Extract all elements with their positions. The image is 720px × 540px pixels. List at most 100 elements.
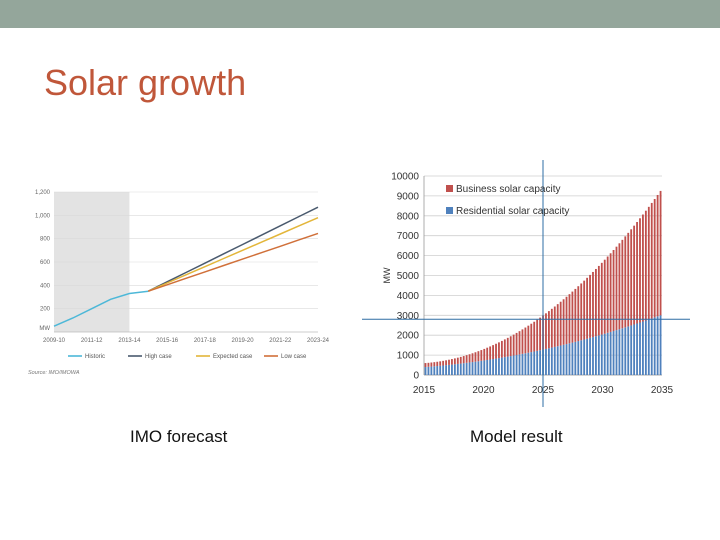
bar-residential <box>533 351 536 375</box>
bar-business <box>627 232 630 327</box>
bar-business <box>580 283 583 341</box>
bar-residential <box>600 334 603 375</box>
bar-residential <box>448 364 450 375</box>
bar-residential <box>545 348 547 375</box>
bar-business <box>477 351 480 362</box>
bar-business <box>653 198 656 318</box>
bar-residential <box>565 344 568 375</box>
series-line-high-case <box>147 206 319 292</box>
bar-residential <box>571 342 574 375</box>
bar-business <box>600 262 603 335</box>
bar-business <box>642 214 644 322</box>
bar-business <box>644 210 647 321</box>
bar-residential <box>480 360 483 375</box>
bar-residential <box>553 346 556 375</box>
bar-residential <box>583 339 586 375</box>
bar-business <box>462 356 465 364</box>
bar-business <box>539 317 541 351</box>
y-tick-label: 800 <box>40 237 51 243</box>
bar-business <box>480 350 483 361</box>
bar-residential <box>609 331 612 375</box>
bar-residential <box>462 363 465 375</box>
x-tick-label: 2020 <box>472 385 495 396</box>
bar-business <box>436 361 439 367</box>
bar-business <box>571 291 574 343</box>
bar-business <box>615 246 618 331</box>
y-unit-label: MW <box>39 326 50 332</box>
bar-business <box>621 239 624 329</box>
bar-residential <box>430 366 433 375</box>
bar-residential <box>427 366 430 375</box>
legend-label-historic: Historic <box>85 354 105 360</box>
bar-business <box>553 306 556 347</box>
bar-business <box>603 259 606 334</box>
bar-business <box>589 274 591 338</box>
bar-residential <box>515 354 518 375</box>
y-tick-label: 8000 <box>397 211 420 222</box>
bar-residential <box>512 355 515 375</box>
y-tick-label: 7000 <box>397 231 420 242</box>
caption-model-result: Model result <box>470 427 563 446</box>
bar-business <box>471 353 474 363</box>
bar-residential <box>642 321 644 375</box>
bar-business <box>448 359 450 365</box>
bar-residential <box>589 337 591 375</box>
y-tick-label: 1,000 <box>35 213 51 219</box>
bar-residential <box>548 348 550 375</box>
bar-business <box>556 304 559 347</box>
bar-residential <box>574 341 577 375</box>
bar-business <box>503 339 506 358</box>
x-tick-label: 2009-10 <box>43 338 66 344</box>
y-tick-label: 600 <box>40 260 51 266</box>
bar-business <box>618 243 621 330</box>
bar-business <box>433 362 436 367</box>
bar-residential <box>621 328 624 375</box>
bar-residential <box>636 323 638 375</box>
bar-residential <box>498 358 500 375</box>
bar-residential <box>456 363 459 375</box>
x-tick-label: 2013-14 <box>118 338 141 344</box>
x-tick-label: 2015 <box>413 385 436 396</box>
bar-residential <box>433 366 436 375</box>
bar-business <box>559 301 562 346</box>
bar-business <box>506 337 509 357</box>
y-axis-label: MW <box>382 267 392 283</box>
bar-business <box>592 271 594 338</box>
bar-residential <box>503 357 506 375</box>
x-tick-label: 2011-12 <box>81 338 103 344</box>
bar-residential <box>424 367 427 375</box>
bar-business <box>445 360 447 366</box>
legend-label-high-case: High case <box>145 354 172 360</box>
legend-label-residential-solar-capacity: Residential solar capacity <box>456 206 569 217</box>
bar-business <box>489 346 492 360</box>
imo-forecast-chart: 200 400 600 800 1,000 1,200 MW 2009-10 2011-12 20… <box>28 190 330 376</box>
bar-business <box>521 329 524 354</box>
bar-business <box>492 345 494 360</box>
bar-business <box>612 250 615 332</box>
x-tick-label: 2017-18 <box>194 338 217 344</box>
bar-residential <box>559 345 562 375</box>
bar-residential <box>518 354 521 375</box>
y-tick-label: 5000 <box>397 271 420 282</box>
bar-residential <box>489 359 492 375</box>
bar-business <box>498 342 500 359</box>
bar-business <box>545 313 547 349</box>
bar-residential <box>536 350 539 375</box>
bar-business <box>530 323 533 353</box>
bar-residential <box>459 363 462 375</box>
bar-business <box>583 280 586 340</box>
legend-label-business-solar-capacity: Business solar capacity <box>456 184 561 195</box>
bar-residential <box>453 364 456 375</box>
y-tick-label: 10000 <box>391 172 419 183</box>
bar-residential <box>468 362 471 375</box>
y-tick-label: 4000 <box>397 291 420 302</box>
bar-residential <box>492 359 494 375</box>
y-tick-label: 9000 <box>397 191 420 202</box>
bar-residential <box>477 361 480 375</box>
bar-business <box>639 218 641 323</box>
bar-residential <box>659 315 662 375</box>
bar-business <box>527 325 530 353</box>
bar-residential <box>521 353 524 375</box>
bar-business <box>442 360 445 366</box>
bar-residential <box>451 364 453 375</box>
